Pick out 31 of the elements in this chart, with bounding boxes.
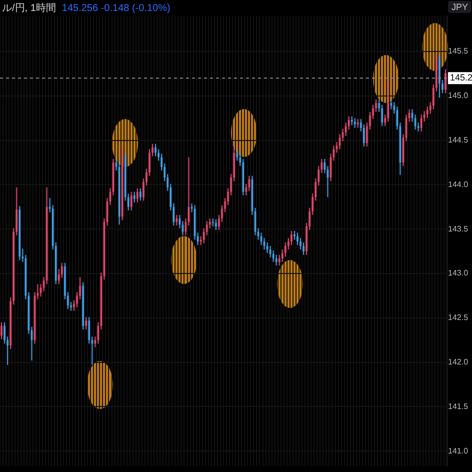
candlestick [302,242,304,256]
candlestick [426,106,428,119]
candlestick [0,322,2,340]
y-tick-label: 144.5 [448,136,469,145]
chart-subtitle: 145.256 -0.148 (-0.10%) [62,3,170,14]
candlestick [140,188,142,202]
y-tick-label: 143.0 [448,268,469,278]
y-tick-label: 144.0 [448,180,469,189]
candlestick [130,191,132,211]
y-tick-label: 142.0 [448,358,469,367]
candlestick [290,230,292,246]
candlestick [275,254,278,266]
y-tick-label: 145.0 [448,91,469,100]
y-tick-label: 143.5 [448,224,469,234]
y-tick-label: 145.5 [448,46,469,56]
y-tick-label: 142.5 [448,313,469,322]
y-tick-label: 141.0 [448,446,469,456]
candlestick [215,218,217,230]
y-axis-title: JPY [448,1,471,13]
candlestick [154,143,156,157]
candlestick [136,188,138,203]
ref-line-label: 145.2 [450,72,472,83]
y-tick-label: 141.5 [448,402,469,411]
candlestick [390,98,392,110]
candlestick [444,68,446,94]
candlestick [354,118,356,128]
candlestick [296,232,298,246]
candlestick [133,191,136,203]
candlestick [85,316,87,330]
candlestick [387,78,390,122]
chart-title: ル/円, 1時間 [2,3,56,14]
